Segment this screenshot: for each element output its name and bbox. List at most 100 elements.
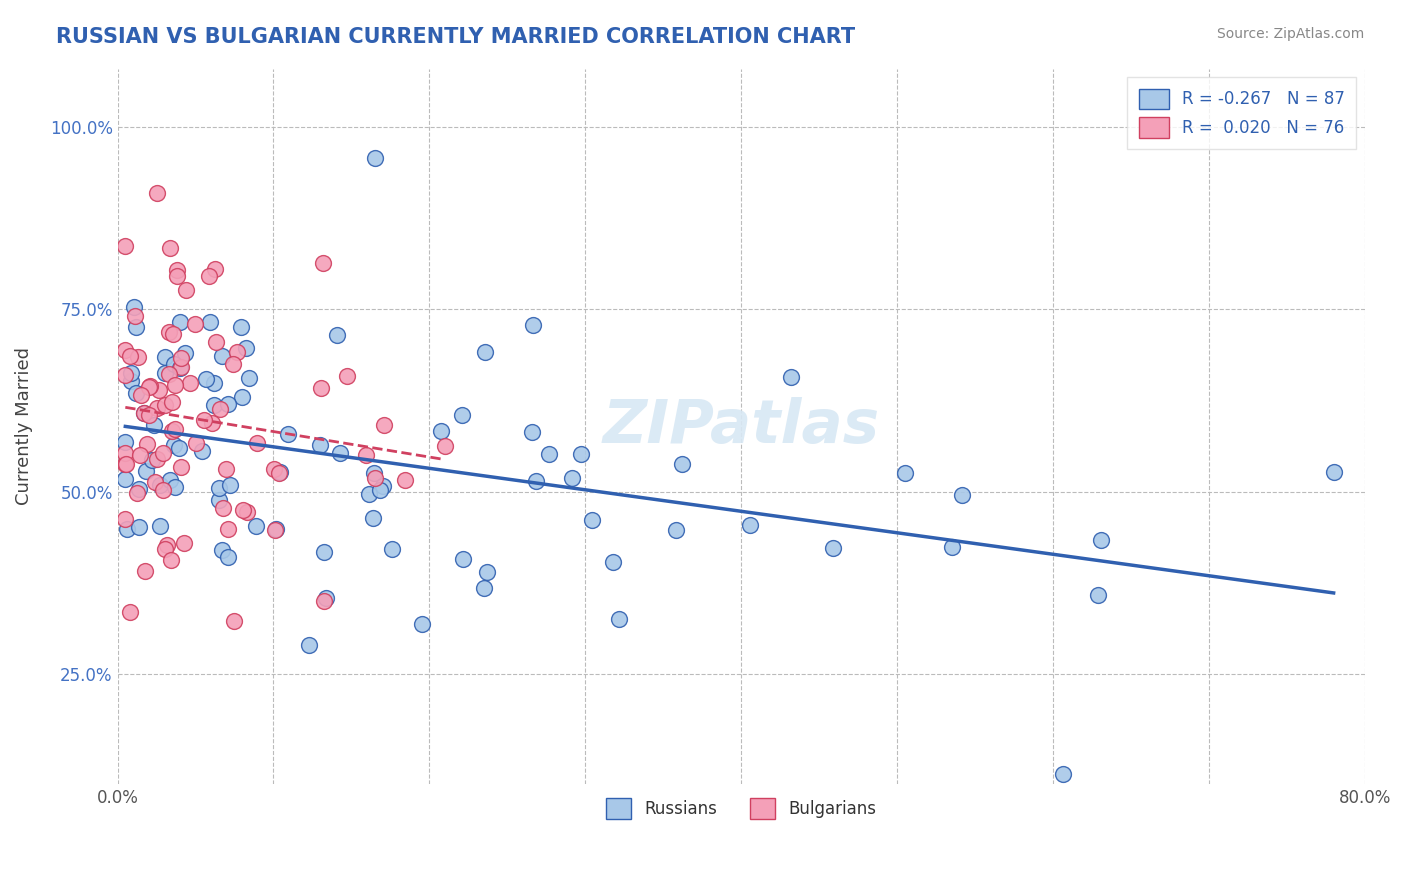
Point [202, 376, 225, 390]
Point [738, 518, 761, 533]
Legend: Russians, Bulgarians: Russians, Bulgarians [599, 792, 883, 825]
Point [198, 269, 221, 284]
Point [159, 241, 181, 255]
Point [162, 327, 184, 342]
Point [114, 434, 136, 449]
Point [225, 345, 247, 359]
Point [170, 351, 193, 365]
Point [127, 486, 149, 500]
Point [269, 467, 291, 481]
Point [246, 435, 269, 450]
Point [114, 343, 136, 357]
Point [380, 541, 402, 556]
Point [222, 357, 245, 371]
Point [138, 408, 160, 422]
Point [520, 425, 543, 439]
Point [146, 401, 169, 415]
Point [329, 446, 352, 460]
Point [163, 378, 186, 392]
Point [114, 457, 136, 471]
Point [602, 555, 624, 569]
Point [451, 551, 474, 566]
Point [472, 581, 495, 595]
Point [145, 451, 167, 466]
Point [211, 542, 233, 557]
Point [361, 511, 384, 525]
Point [114, 368, 136, 382]
Point [208, 493, 231, 508]
Point [671, 457, 693, 471]
Point [124, 310, 146, 324]
Point [607, 612, 630, 626]
Point [309, 438, 332, 452]
Text: ZIPatlas: ZIPatlas [603, 397, 880, 456]
Point [125, 385, 148, 400]
Point [222, 614, 245, 628]
Point [475, 565, 498, 579]
Point [143, 418, 166, 433]
Point [363, 471, 385, 485]
Point [1090, 533, 1112, 548]
Point [198, 315, 221, 329]
Point [157, 367, 180, 381]
Point [217, 522, 239, 536]
Point [138, 380, 160, 394]
Point [232, 502, 254, 516]
Point [411, 616, 433, 631]
Point [173, 345, 195, 359]
Point [1052, 767, 1074, 781]
Point [170, 459, 193, 474]
Point [118, 605, 141, 619]
Point [169, 360, 191, 375]
Point [141, 452, 163, 467]
Point [179, 376, 201, 390]
Point [149, 519, 172, 533]
Point [117, 522, 139, 536]
Point [160, 553, 183, 567]
Point [238, 371, 260, 385]
Point [315, 591, 337, 606]
Point [139, 378, 162, 392]
Text: RUSSIAN VS BULGARIAN CURRENTLY MARRIED CORRELATION CHART: RUSSIAN VS BULGARIAN CURRENTLY MARRIED C… [56, 27, 855, 46]
Point [208, 401, 231, 416]
Point [153, 542, 176, 557]
Point [153, 350, 176, 364]
Point [134, 406, 156, 420]
Point [430, 424, 453, 438]
Point [581, 513, 603, 527]
Point [125, 320, 148, 334]
Point [135, 436, 157, 450]
Point [156, 538, 179, 552]
Point [183, 317, 205, 331]
Point [132, 406, 155, 420]
Point [950, 487, 973, 501]
Point [364, 151, 387, 165]
Point [217, 550, 239, 565]
Point [167, 441, 190, 455]
Point [569, 447, 592, 461]
Point [277, 427, 299, 442]
Point [326, 328, 349, 343]
Point [159, 473, 181, 487]
Point [201, 417, 224, 431]
Point [208, 481, 231, 495]
Point [162, 394, 184, 409]
Point [204, 261, 226, 276]
Point [163, 480, 186, 494]
Point [264, 524, 287, 538]
Point [135, 464, 157, 478]
Point [124, 300, 146, 314]
Point [215, 461, 238, 475]
Point [359, 487, 381, 501]
Point [263, 461, 285, 475]
Point [219, 478, 242, 492]
Point [152, 446, 174, 460]
Point [153, 398, 176, 412]
Point [129, 388, 152, 402]
Point [336, 368, 359, 383]
Point [561, 471, 583, 485]
Point [165, 422, 187, 436]
Point [128, 520, 150, 534]
Point [312, 256, 335, 270]
Point [173, 536, 195, 550]
